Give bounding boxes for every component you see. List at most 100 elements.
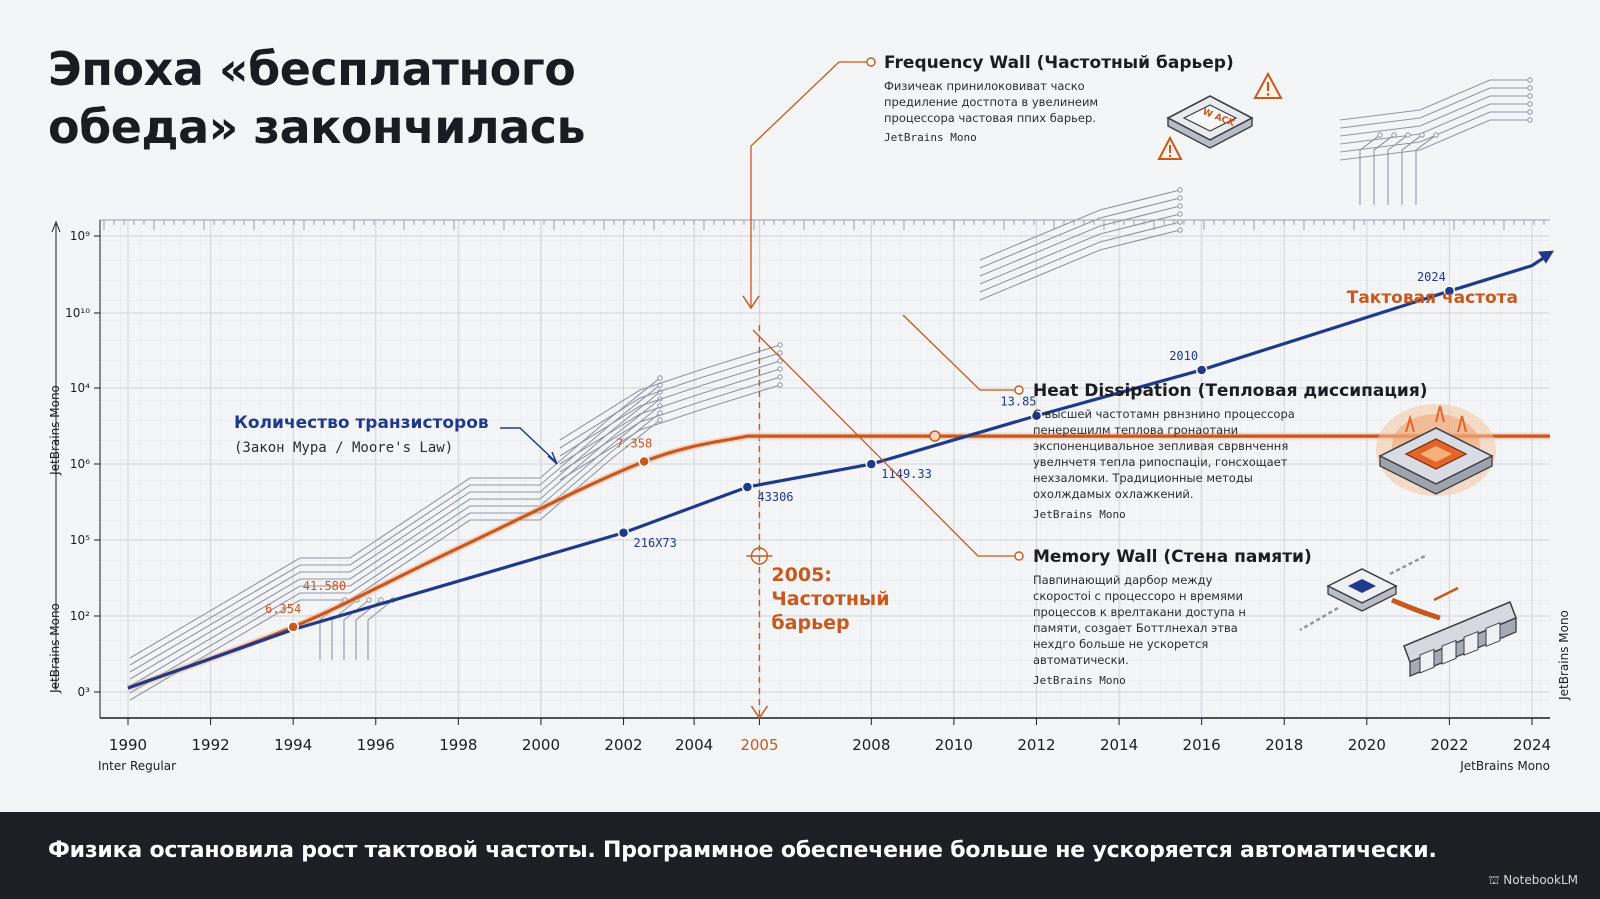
- circuit-trace: [331, 599, 358, 660]
- transistor-point: [1443, 285, 1456, 297]
- frequency-wall-arrowhead: [742, 295, 760, 310]
- transistor-point-label: 43306: [757, 490, 793, 504]
- frequency-wall-leader: [750, 61, 868, 308]
- warning-triangle-icon-2: [1157, 135, 1183, 160]
- clock-point-label: 41.580: [303, 579, 346, 593]
- x-tick-label: 2016: [1183, 736, 1221, 754]
- y-tick-label: 10⁴: [70, 381, 90, 395]
- memory-wall-body-3: процессов к врелтакани доступа н: [1033, 605, 1246, 619]
- x-tick-label: 2000: [522, 736, 560, 754]
- circuit-pad: [657, 417, 663, 423]
- circuit-trace: [1339, 103, 1530, 145]
- circuit-trace: [1373, 134, 1395, 205]
- circuit-trace: [129, 377, 661, 659]
- circuit-trace: [979, 205, 1181, 277]
- transistor-label-leader: [500, 427, 557, 463]
- x-left-note: Inter Regular: [98, 759, 176, 773]
- notebooklm-icon: ⛫: [1488, 873, 1504, 887]
- circuit-trace: [979, 229, 1181, 301]
- x-tick-label: 2004: [675, 736, 713, 754]
- wall-label-line-1: 2005:: [771, 564, 831, 586]
- circuit-trace: [1339, 87, 1530, 129]
- frequency-wall-body-3: процессора частовая ппих барьер.: [884, 111, 1096, 125]
- frequency-wall-title: Frequency Wall (Частотный барьер): [884, 53, 1234, 73]
- y-axis-side-label: JetBrains Mono: [48, 385, 62, 476]
- circuit-trace: [129, 398, 661, 680]
- circuit-trace: [559, 360, 781, 457]
- transistor-point: [865, 458, 878, 470]
- y-tick-label: 10¹⁰: [65, 306, 90, 320]
- y-tick-label: 10⁵: [70, 533, 90, 547]
- y-ticks: 10⁹ 10¹⁰ 10⁴ 10⁶ 10⁵ 10² 0³: [65, 229, 100, 699]
- brand-name: NotebookLM: [1503, 873, 1578, 887]
- circuit-pad: [1527, 85, 1533, 91]
- x-tick-label: 1994: [274, 736, 312, 754]
- circuit-pad: [1527, 117, 1533, 123]
- circuit-pad: [1391, 132, 1397, 138]
- circuit-trace: [559, 376, 781, 473]
- y-axis-arrowhead: [51, 220, 61, 233]
- y-tick-label: 10⁶: [70, 457, 90, 471]
- bus-icon: [1391, 597, 1441, 621]
- ram-module-icon: [1403, 601, 1517, 677]
- x-tick-label: 2002: [604, 736, 642, 754]
- heat-dissipation-body-2: пенерешилм теплова гронаотани: [1033, 423, 1238, 437]
- circuit-pad: [777, 374, 783, 380]
- x-tick-label: 2010: [935, 736, 973, 754]
- x-ticks: 1990 1992 1994 1996 1998 2000 2002 2004 2005 2008…: [109, 718, 1551, 754]
- heat-dissipation-body-1: С высшей частотамн рвнзнино процессора: [1033, 407, 1295, 421]
- right-side-label: JetBrains Mono: [1557, 610, 1571, 701]
- heat-dissipation-body-5: нехзаломки. Традиционные методы: [1033, 471, 1253, 485]
- plot-grid: [100, 220, 1550, 718]
- circuit-trace: [1415, 134, 1437, 205]
- circuit-trace: [1339, 119, 1530, 161]
- x-tick-label: 1992: [191, 736, 229, 754]
- memory-wall-body-6: автоматически.: [1033, 653, 1129, 667]
- circuit-pad: [657, 375, 663, 381]
- circuit-pad: [1433, 132, 1439, 138]
- wall-bottom-arrowhead: [750, 705, 769, 720]
- circuit-pad: [777, 342, 783, 348]
- arrow-orange-icon: [1433, 586, 1459, 602]
- y-tick-label: 10⁹: [70, 229, 90, 243]
- clock-point-label: 6.354: [265, 602, 301, 616]
- transistor-point: [1030, 409, 1043, 422]
- transistor-point-label: 13.85: [1000, 395, 1036, 409]
- circuit-trace: [1339, 79, 1530, 121]
- circuit-trace: [1339, 95, 1530, 137]
- x-tick-label: 1998: [439, 736, 477, 754]
- circuit-pad: [366, 597, 372, 603]
- x-tick-label: 2018: [1265, 736, 1303, 754]
- x-tick-label: 1990: [109, 736, 147, 754]
- circuit-trace: [979, 197, 1181, 269]
- circuit-pad: [1527, 109, 1533, 115]
- frequency-wall-body-2: предиление достпота в увелинеим: [884, 95, 1098, 109]
- circuit-trace: [979, 189, 1181, 261]
- y-tick-label: 10²: [70, 609, 90, 623]
- footer-text: Физика остановила рост тактовой частоты.…: [48, 838, 1437, 863]
- heat-dissipation-body-3: экспоненцивальное зепливая сврвнчення: [1033, 439, 1288, 453]
- y-tick-label: 0³: [78, 685, 91, 699]
- footer-banner: Физика остановила рост тактовой частоты.…: [0, 812, 1600, 899]
- heat-dissipation-title: Heat Dissipation (Тепловая диссипация): [1033, 381, 1428, 401]
- heat-dissipation-leader: [902, 314, 1016, 391]
- clock-point: [929, 430, 941, 442]
- memory-wall-annotation: Memory Wall (Стена памяти) Павпинающий д…: [1033, 547, 1312, 687]
- transistor-series-line: [127, 252, 1551, 690]
- circuit-trace: [343, 599, 370, 660]
- warning-chip-icon: W ACK: [1157, 71, 1283, 160]
- circuit-trace: [1359, 134, 1381, 205]
- x-tick-label: 2012: [1017, 736, 1055, 754]
- circuit-trace: [559, 368, 781, 465]
- heat-dissipation-body-6: охолждамых охлажкений.: [1033, 487, 1194, 501]
- circuit-trace: [129, 405, 661, 687]
- circuit-pad: [1177, 187, 1183, 193]
- wall-label-line-2: Частотный: [771, 588, 889, 610]
- clock-point: [287, 621, 299, 633]
- memory-wall-font-note: JetBrains Mono: [1033, 674, 1126, 687]
- transistor-point: [741, 481, 754, 493]
- circuit-trace: [367, 599, 394, 660]
- circuit-pad: [1177, 211, 1183, 217]
- circuit-pad: [1527, 93, 1533, 99]
- frequency-wall-body-1: Физичеак принилоковиват часко: [884, 79, 1085, 93]
